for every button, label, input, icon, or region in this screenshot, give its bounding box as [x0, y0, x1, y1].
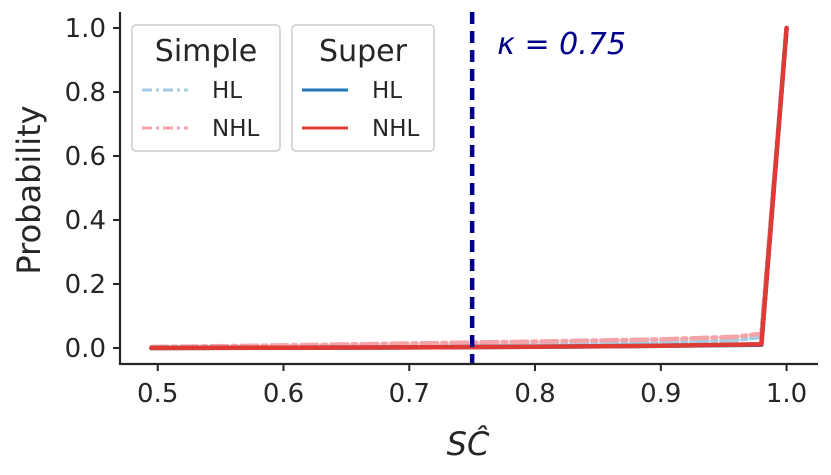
axes	[118, 12, 818, 366]
y-tick-label: 0.0	[65, 334, 106, 364]
legends: Simple HL NHL Super HL NHL	[131, 24, 435, 152]
x-tick-label: 0.5	[137, 379, 178, 409]
x-tick-label: 0.6	[263, 379, 304, 409]
legend-title: Simple	[155, 34, 257, 69]
series-line-super-nhl	[149, 25, 789, 351]
y-tick-label: 0.2	[65, 270, 106, 300]
x-tick-label: 1.0	[766, 379, 807, 409]
x-tick-label: 0.7	[389, 379, 430, 409]
series-line-simple-nhl	[149, 25, 789, 350]
y-tick-label: 0.4	[65, 206, 106, 236]
legend-label: NHL	[212, 116, 260, 142]
plot-lines	[149, 12, 789, 364]
legend-box	[291, 24, 435, 152]
x-tick-label: 0.8	[514, 379, 555, 409]
legend-super: Super HL NHL	[291, 24, 435, 152]
legend-simple: Simple HL NHL	[131, 24, 281, 152]
legend-label: HL	[212, 78, 242, 104]
legend-label: NHL	[372, 116, 420, 142]
x-axis-title: SĈ	[447, 424, 490, 463]
y-tick-label: 1.0	[65, 14, 106, 44]
y-tick-label: 0.8	[65, 78, 106, 108]
legend-label: HL	[372, 78, 402, 104]
legend-box	[131, 24, 281, 152]
legend-title: Super	[319, 34, 408, 69]
kappa-annotation: κ = 0.75	[497, 27, 626, 62]
ticks: 0.5 0.6 0.7 0.8 0.9 1.0 0.0 0.2 0.4 0.6 0.8 1.0	[65, 14, 808, 409]
y-axis-title: Probability	[10, 105, 48, 274]
x-tick-label: 0.9	[640, 379, 681, 409]
y-tick-label: 0.6	[65, 142, 106, 172]
